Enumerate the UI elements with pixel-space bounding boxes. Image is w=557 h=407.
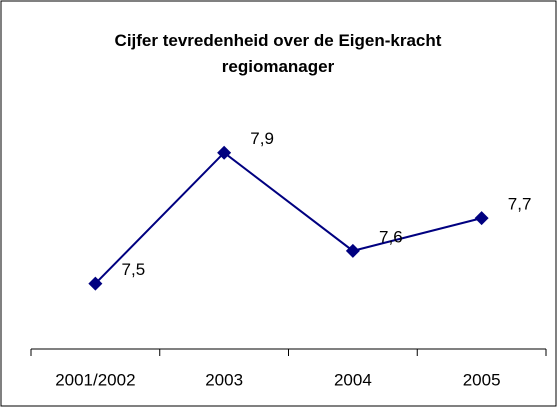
x-tick-label: 2004 [334, 370, 372, 389]
line [94, 151, 482, 285]
marker [88, 276, 103, 291]
marker [217, 145, 232, 160]
x-tick-label: 2005 [463, 370, 501, 389]
marker [345, 243, 360, 258]
data-label: 7,9 [250, 129, 274, 148]
x-tick-label: 2003 [205, 370, 243, 389]
chart-title: Cijfer tevredenheid over de Eigen-kracht… [114, 31, 442, 76]
marker [474, 211, 489, 226]
data-label: 7,5 [122, 260, 146, 279]
x-tick-label: 2001/2002 [55, 370, 135, 389]
data-label: 7,7 [508, 195, 532, 214]
data-label: 7,6 [379, 227, 403, 246]
